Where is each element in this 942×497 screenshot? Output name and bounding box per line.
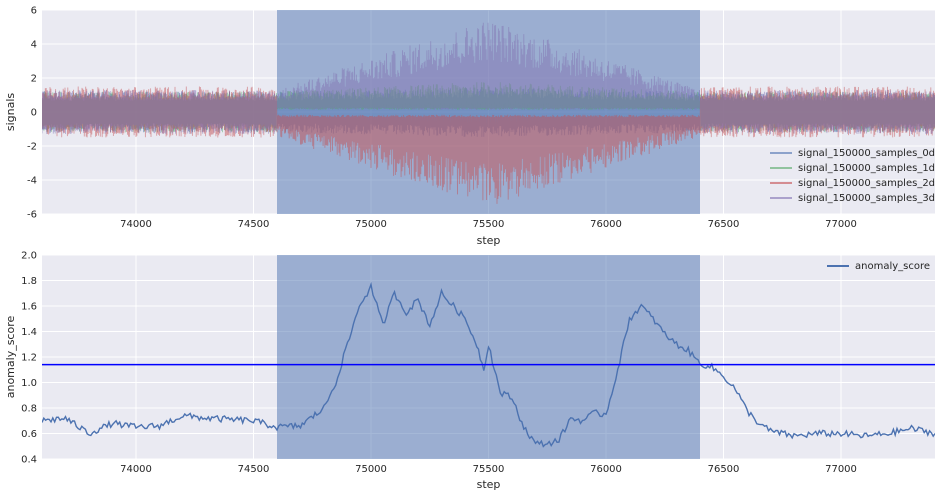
y-tick-label: -6 <box>27 210 37 221</box>
x-tick-label: 74500 <box>238 464 270 475</box>
x-tick-label: 75000 <box>355 219 387 230</box>
x-tick-label: 76500 <box>708 219 740 230</box>
x-tick-label: 75500 <box>473 219 505 230</box>
y-tick-label: 1.8 <box>21 276 37 287</box>
series-line-signal_150000_samples_3d <box>42 22 935 135</box>
x-tick-label: 77000 <box>825 464 857 475</box>
chart-panel-1: 74000 74500 75000 75500 76000 76500 77000 -6 -4 -… <box>4 6 935 248</box>
x-tick-label: 75000 <box>355 464 387 475</box>
plot-body <box>42 10 935 214</box>
legend: signal_150000_samples_0d signal_150000_sa… <box>770 148 935 204</box>
plot-body <box>42 255 935 459</box>
legend-label: anomaly_score <box>855 261 930 272</box>
y-tick-label: 0 <box>31 108 37 119</box>
legend-label: signal_150000_samples_2d <box>798 178 935 189</box>
y-tick-label: 6 <box>31 6 37 17</box>
y-tick-label: -4 <box>27 176 37 187</box>
x-tick-label: 74000 <box>120 219 152 230</box>
legend-label: signal_150000_samples_0d <box>798 148 935 159</box>
y-tick-label: 2.0 <box>21 251 37 262</box>
chart-panel-2: 74000 74500 75000 75500 76000 76500 77000 0.4 0.… <box>4 251 935 491</box>
x-tick-label: 74500 <box>238 219 270 230</box>
y-tick-label: 4 <box>31 40 37 51</box>
y-tick-label: 0.6 <box>21 429 37 440</box>
y-tick-label: 1.0 <box>21 378 37 389</box>
x-tick-label: 76000 <box>590 219 622 230</box>
x-tick-label: 77000 <box>825 219 857 230</box>
series-line-anomaly_score <box>42 281 935 448</box>
y-tick-label: 2 <box>31 74 37 85</box>
x-tick-label: 76000 <box>590 464 622 475</box>
y-tick-label: 1.2 <box>21 353 37 364</box>
y-tick-label: -2 <box>27 142 37 153</box>
legend-label: signal_150000_samples_3d <box>798 193 935 204</box>
legend-label: signal_150000_samples_1d <box>798 163 935 174</box>
y-tick-label: 0.8 <box>21 404 37 415</box>
y-tick-label: 0.4 <box>21 455 37 466</box>
x-axis-label: step <box>477 478 501 491</box>
y-tick-label: 1.4 <box>21 327 37 338</box>
highlight-span <box>277 255 700 459</box>
x-tick-label: 74000 <box>120 464 152 475</box>
x-axis-label: step <box>477 234 501 247</box>
y-tick-label: 1.6 <box>21 302 37 313</box>
legend: anomaly_score <box>827 261 930 272</box>
y-axis-label: signals <box>4 93 17 132</box>
x-tick-label: 75500 <box>473 464 505 475</box>
y-axis-label: anomaly_score <box>4 316 17 399</box>
x-tick-label: 76500 <box>708 464 740 475</box>
